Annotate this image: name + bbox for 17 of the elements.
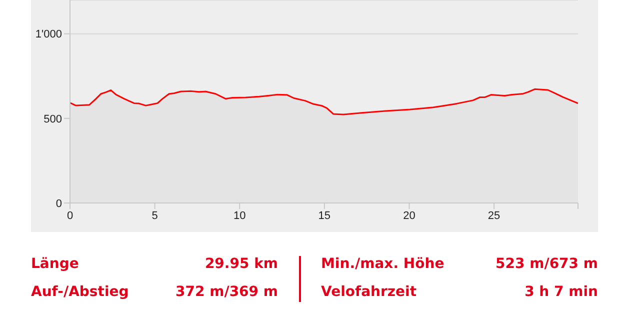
x-tick-label: 10 [233,210,246,222]
x-tick-label: 5 [152,210,158,222]
y-tick-label: 500 [44,113,62,126]
text: 29.95 km [204,256,278,272]
text: Auf-/Abstieg [31,284,129,300]
text: Velofahrzeit [321,284,417,300]
text: 3 h 7 min [524,284,598,300]
text: 372 m/369 m [176,284,278,300]
text: 523 m/673 m [496,256,598,272]
text: Länge [31,256,79,272]
x-tick-label: 25 [488,210,500,222]
x-tick-label: 15 [318,210,331,222]
x-tick-label: 20 [403,210,416,222]
x-tick-label: 0 [66,210,74,222]
y-tick-label: 0 [56,198,62,210]
y-tick-label: 1'000 [35,28,62,41]
text: Min./max. Höhe [321,256,444,272]
